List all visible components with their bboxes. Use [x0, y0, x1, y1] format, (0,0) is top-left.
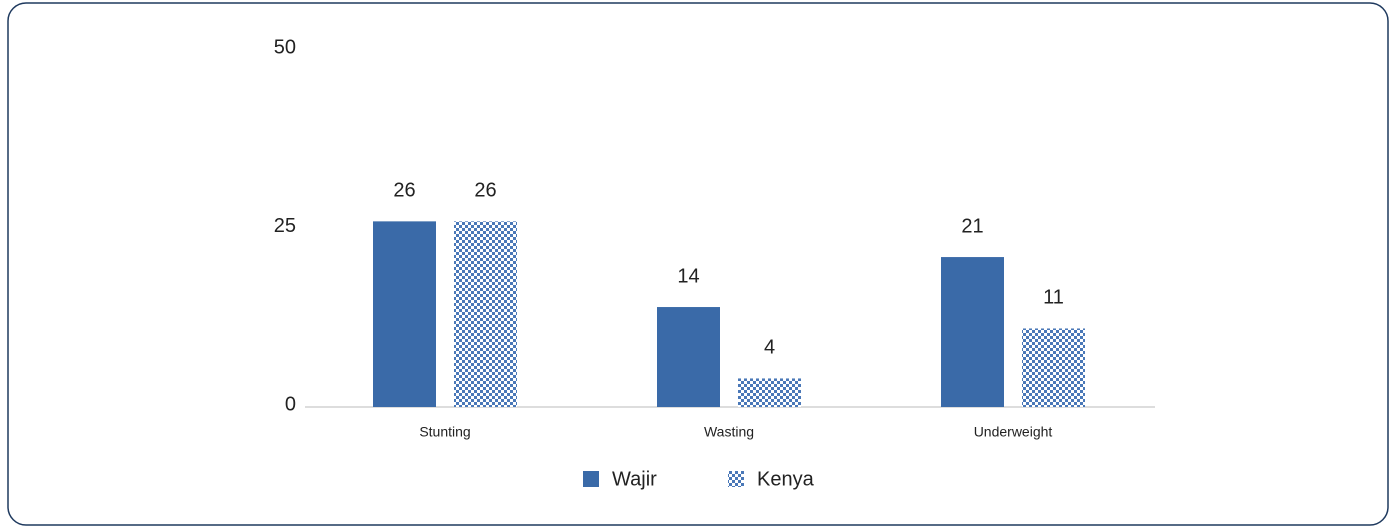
data-label: 11	[1043, 287, 1064, 309]
bar	[657, 307, 720, 407]
bar	[373, 221, 436, 407]
data-label: 14	[677, 265, 699, 287]
frame	[7, 2, 1389, 526]
bar	[454, 221, 517, 407]
legend-label: Wajir	[612, 468, 657, 490]
legend-swatch	[583, 471, 599, 487]
bar	[738, 378, 801, 407]
y-tick-label: 25	[274, 215, 296, 237]
data-label: 26	[393, 180, 415, 202]
x-tick-label: Stunting	[419, 424, 470, 440]
data-label: 4	[764, 337, 775, 359]
y-tick-label: 50	[274, 36, 296, 58]
x-tick-label: Wasting	[704, 424, 754, 440]
data-label: 26	[474, 180, 496, 202]
data-label: 21	[961, 215, 983, 237]
legend-swatch	[728, 471, 744, 487]
bar	[941, 257, 1004, 407]
y-tick-label: 0	[285, 393, 296, 415]
bar	[1022, 328, 1085, 407]
legend-label: Kenya	[757, 468, 815, 490]
x-tick-label: Underweight	[974, 424, 1053, 440]
